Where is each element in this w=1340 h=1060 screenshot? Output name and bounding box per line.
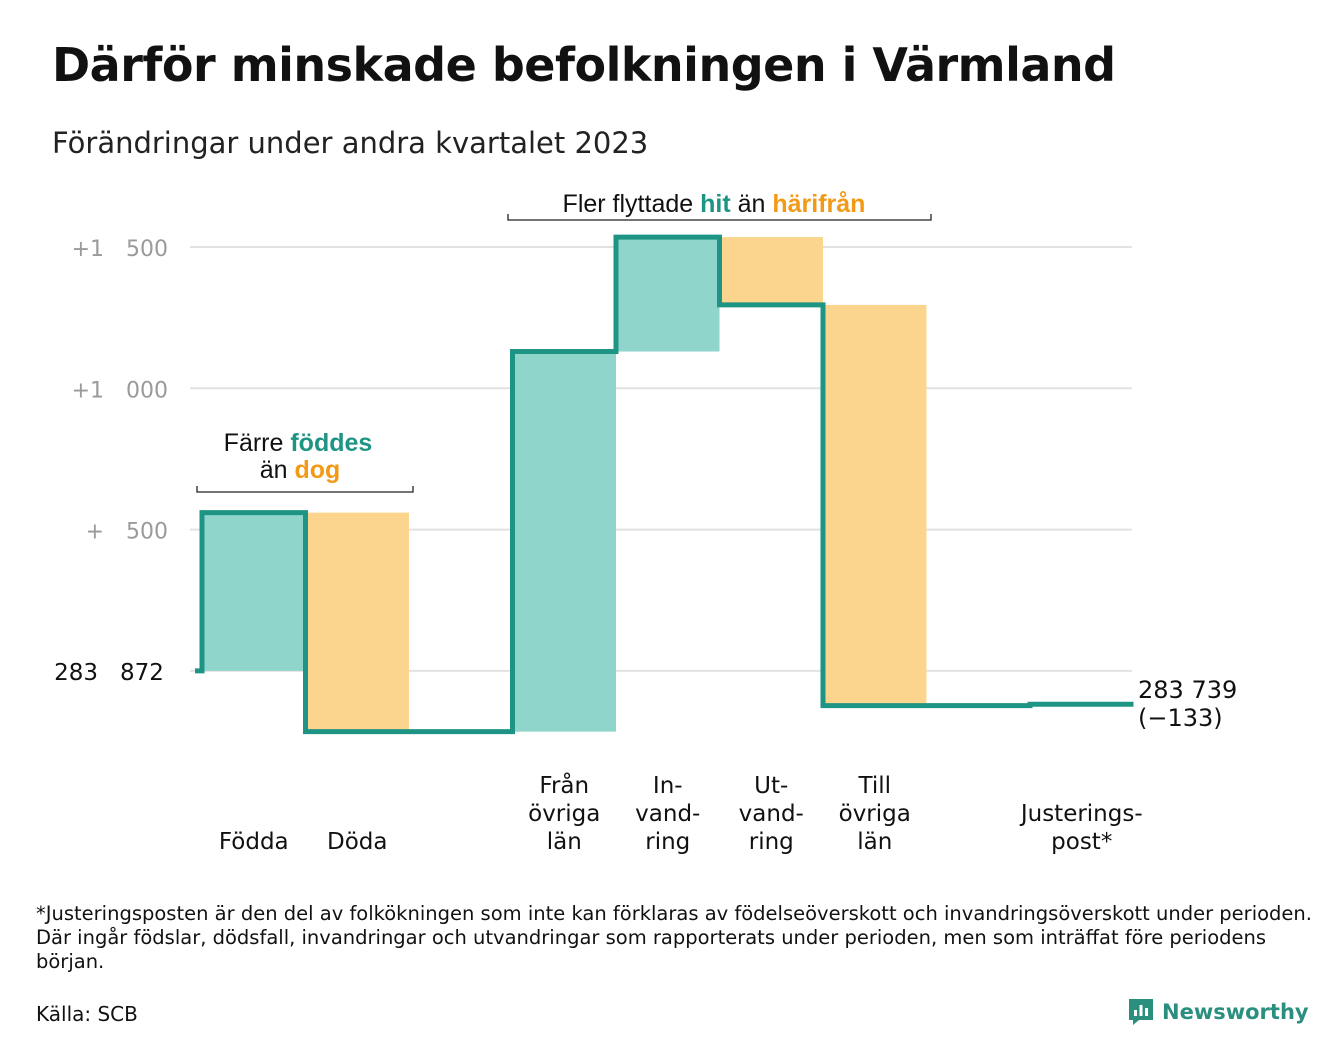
y-tick-label: +1 — [72, 237, 104, 262]
step-line-group — [195, 234, 1134, 735]
category-label: Ut- — [754, 773, 788, 799]
category-label: Döda — [327, 829, 387, 855]
chart-title: Därför minskade befolkningen i Värmland — [52, 38, 1116, 92]
category-label: In- — [653, 773, 683, 799]
bar-ut-vandring — [719, 237, 823, 305]
category-label: län — [857, 829, 892, 855]
y-tick-label: +1 — [72, 378, 104, 403]
bar-till-övriga-län — [823, 304, 927, 706]
start-value-label: 872 — [120, 660, 164, 686]
category-label: vand- — [739, 801, 804, 827]
step-line — [195, 234, 1134, 735]
category-label: övriga — [528, 801, 600, 827]
annotation-migration: Fler flyttade hit än härifrån — [563, 190, 866, 218]
category-label: post* — [1051, 829, 1112, 855]
annotation-bracket — [507, 214, 932, 221]
chart-subtitle: Förändringar under andra kvartalet 2023 — [52, 126, 649, 160]
bar-från-övriga-län — [512, 351, 616, 732]
annotation-births: Färre föddes — [224, 429, 373, 457]
category-label: Födda — [219, 829, 289, 855]
newsworthy-logo-icon — [1129, 999, 1153, 1025]
category-label: Till — [857, 773, 891, 799]
category-label: Från — [539, 771, 589, 799]
y-tick-label: 500 — [126, 237, 168, 262]
bar-döda — [305, 512, 409, 732]
y-tick-label: 000 — [126, 378, 168, 403]
end-value-label: 283 739 — [1138, 676, 1237, 704]
category-label: ring — [749, 829, 794, 855]
chart-labels: +1 500 +1 000 + 500 283 872 283 739(−133) Födda Dö… — [54, 190, 1237, 855]
footnote: *Justeringsposten är den del av folkökni… — [36, 902, 1312, 973]
y-tick-label: 500 — [126, 520, 168, 545]
bar-födda — [202, 512, 306, 671]
bars — [202, 237, 927, 732]
category-label: Justerings- — [1019, 801, 1143, 827]
category-label: övriga — [839, 801, 911, 827]
category-label: ring — [645, 829, 690, 855]
y-tick-label: + — [86, 520, 104, 545]
brand-name: Newsworthy — [1162, 1000, 1309, 1024]
source-label: Källa: SCB — [36, 1002, 138, 1026]
category-label: vand- — [635, 801, 700, 827]
end-change-label: (−133) — [1138, 704, 1223, 732]
annotation-bracket — [196, 486, 414, 493]
category-label: län — [547, 829, 582, 855]
brand-logo: Newsworthy — [1128, 998, 1309, 1026]
start-value-label: 283 — [54, 660, 98, 686]
annotation-births: än dog — [260, 456, 341, 484]
bar-in-vandring — [616, 237, 720, 352]
